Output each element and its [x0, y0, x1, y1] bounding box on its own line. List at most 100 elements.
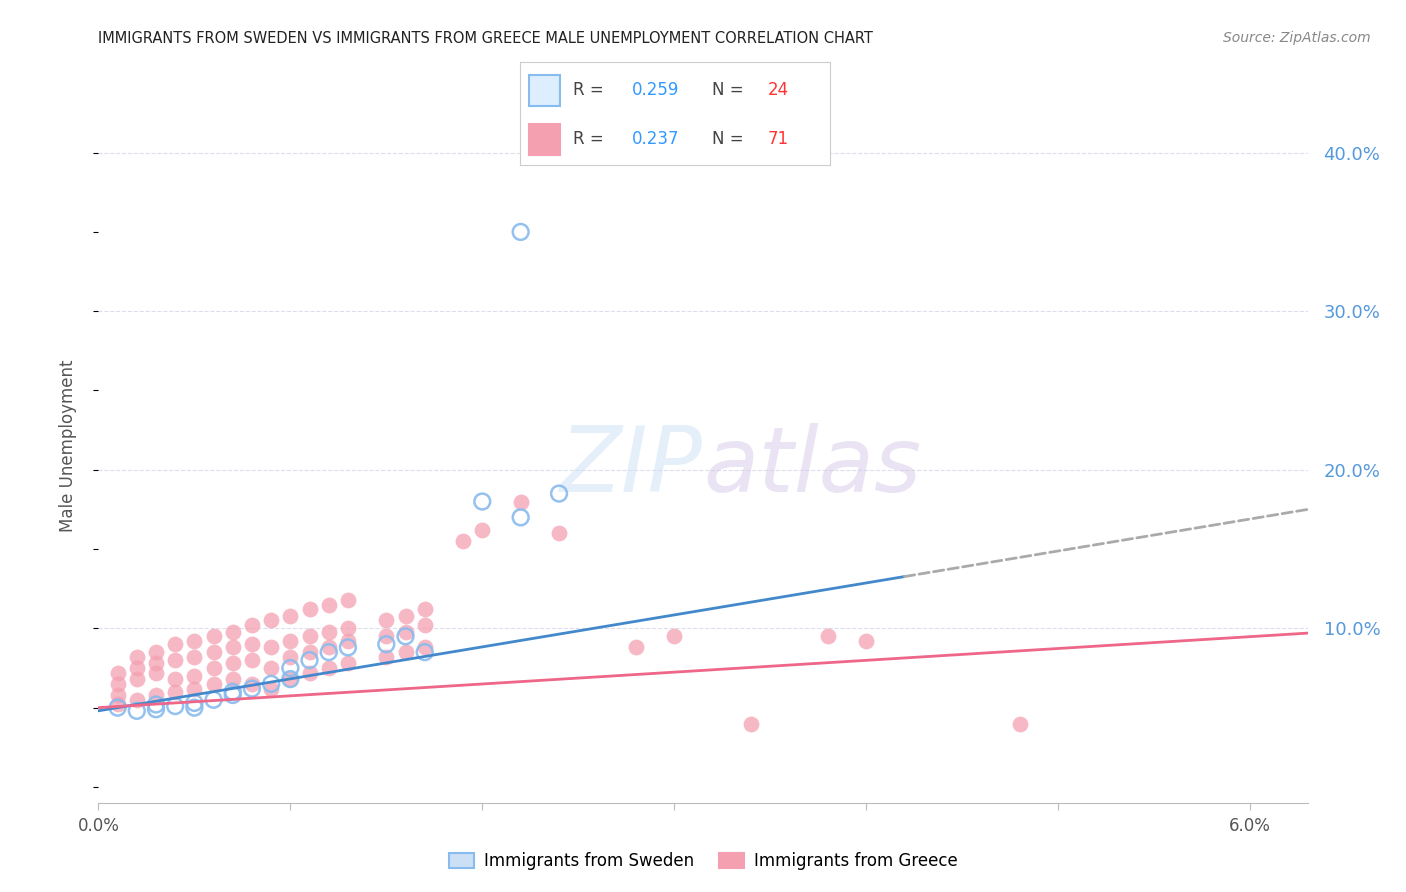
Point — [375, 629, 398, 643]
Point — [394, 645, 416, 659]
Point — [145, 645, 167, 659]
Point — [222, 688, 245, 702]
Point — [222, 685, 245, 699]
Point — [260, 640, 283, 655]
Text: 24: 24 — [768, 81, 789, 99]
Point — [125, 704, 148, 718]
Point — [336, 621, 359, 635]
Point — [298, 602, 321, 616]
Point — [280, 672, 302, 686]
Legend: Immigrants from Sweden, Immigrants from Greece: Immigrants from Sweden, Immigrants from … — [441, 846, 965, 877]
Point — [125, 649, 148, 664]
Point — [240, 653, 263, 667]
Text: N =: N = — [711, 130, 749, 148]
Point — [240, 618, 263, 632]
Point — [336, 592, 359, 607]
Point — [664, 629, 686, 643]
Point — [375, 614, 398, 628]
Point — [375, 649, 398, 664]
Point — [471, 494, 494, 508]
Point — [318, 640, 340, 655]
Point — [240, 681, 263, 696]
Point — [509, 494, 531, 508]
Point — [298, 629, 321, 643]
Point — [451, 534, 474, 549]
Point — [471, 523, 494, 537]
Point — [202, 661, 225, 675]
Point — [107, 665, 129, 680]
Point — [318, 598, 340, 612]
Point — [222, 624, 245, 639]
Point — [548, 486, 571, 500]
Point — [413, 640, 436, 655]
Point — [318, 645, 340, 659]
Point — [318, 624, 340, 639]
Text: R =: R = — [572, 81, 609, 99]
Point — [165, 672, 187, 686]
Point — [394, 624, 416, 639]
Point — [107, 688, 129, 702]
Point — [165, 685, 187, 699]
Point — [336, 657, 359, 671]
Point — [165, 653, 187, 667]
Point — [548, 526, 571, 541]
Text: 71: 71 — [768, 130, 789, 148]
Point — [183, 649, 205, 664]
Point — [260, 614, 283, 628]
Point — [202, 629, 225, 643]
Text: ZIP: ZIP — [560, 424, 703, 511]
Point — [107, 698, 129, 712]
Point — [280, 608, 302, 623]
Point — [318, 661, 340, 675]
Point — [222, 672, 245, 686]
Text: R =: R = — [572, 130, 609, 148]
Point — [183, 700, 205, 714]
Point — [336, 640, 359, 655]
Point — [165, 637, 187, 651]
FancyBboxPatch shape — [530, 124, 561, 155]
Point — [165, 699, 187, 714]
Point — [394, 608, 416, 623]
Point — [107, 677, 129, 691]
Y-axis label: Male Unemployment: Male Unemployment — [59, 359, 77, 533]
Point — [413, 618, 436, 632]
Text: N =: N = — [711, 81, 749, 99]
Point — [183, 696, 205, 710]
Point — [145, 702, 167, 716]
Text: IMMIGRANTS FROM SWEDEN VS IMMIGRANTS FROM GREECE MALE UNEMPLOYMENT CORRELATION C: IMMIGRANTS FROM SWEDEN VS IMMIGRANTS FRO… — [98, 31, 873, 46]
Point — [740, 716, 762, 731]
Point — [145, 665, 167, 680]
Point — [413, 645, 436, 659]
Point — [280, 672, 302, 686]
Point — [817, 629, 839, 643]
Point — [855, 634, 877, 648]
Point — [240, 637, 263, 651]
Point — [125, 661, 148, 675]
Point — [107, 700, 129, 714]
Point — [145, 688, 167, 702]
FancyBboxPatch shape — [530, 75, 561, 105]
Point — [336, 634, 359, 648]
Point — [183, 681, 205, 696]
Point — [222, 657, 245, 671]
Point — [280, 649, 302, 664]
Point — [202, 645, 225, 659]
Point — [125, 672, 148, 686]
Text: atlas: atlas — [703, 424, 921, 511]
Text: 0.259: 0.259 — [631, 81, 679, 99]
Point — [280, 661, 302, 675]
Point — [145, 698, 167, 712]
Point — [298, 645, 321, 659]
Point — [183, 669, 205, 683]
Point — [202, 677, 225, 691]
Point — [240, 677, 263, 691]
Point — [280, 634, 302, 648]
Point — [202, 692, 225, 706]
Point — [183, 634, 205, 648]
Point — [145, 657, 167, 671]
Point — [509, 225, 531, 239]
Point — [509, 510, 531, 524]
Point — [394, 629, 416, 643]
Point — [125, 692, 148, 706]
Point — [298, 665, 321, 680]
